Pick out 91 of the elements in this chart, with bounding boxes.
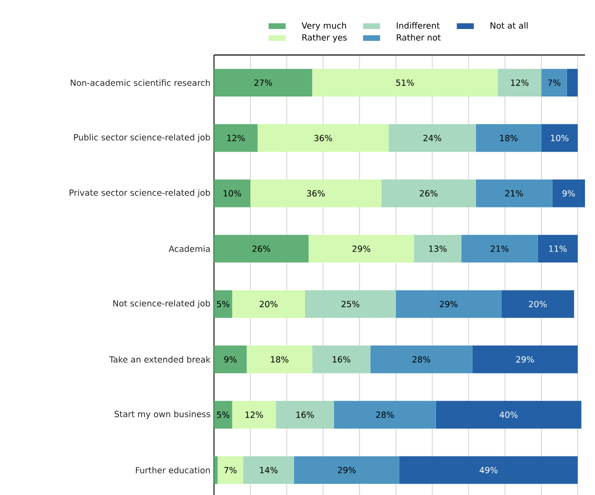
bar bbox=[214, 68, 312, 96]
legend-label: Indifferent bbox=[396, 22, 440, 29]
bar bbox=[396, 290, 502, 318]
data-label: 28% bbox=[376, 411, 394, 418]
legend-label: Rather yes bbox=[302, 34, 347, 42]
y-tick-label: Public sector science-related job bbox=[74, 134, 210, 142]
data-label: 29% bbox=[352, 245, 370, 252]
data-label: 20% bbox=[528, 300, 547, 308]
data-label: 25% bbox=[342, 300, 360, 308]
data-label: 7% bbox=[224, 466, 237, 474]
data-label: 29% bbox=[516, 356, 534, 362]
bar bbox=[538, 234, 578, 262]
bar bbox=[294, 456, 400, 484]
bar bbox=[400, 456, 578, 484]
bar bbox=[312, 345, 370, 374]
data-label: 29% bbox=[338, 466, 356, 474]
bar bbox=[472, 345, 578, 374]
data-label: 24% bbox=[423, 134, 442, 142]
bar bbox=[232, 400, 276, 428]
bar bbox=[476, 124, 542, 152]
legend-label: Not at all bbox=[490, 22, 528, 29]
data-label: 21% bbox=[490, 245, 508, 252]
bar bbox=[461, 234, 538, 262]
data-label: 36% bbox=[307, 190, 325, 196]
data-label: 51% bbox=[396, 79, 414, 86]
data-label: 12% bbox=[227, 134, 245, 142]
data-label: 26% bbox=[252, 245, 270, 252]
bar bbox=[250, 179, 382, 207]
bar bbox=[214, 179, 250, 207]
y-tick-label: Academia bbox=[168, 245, 210, 252]
bar bbox=[304, 290, 396, 318]
data-label: 16% bbox=[332, 356, 350, 362]
data-label: 13% bbox=[429, 245, 447, 252]
bar bbox=[476, 179, 552, 207]
data-label: 10% bbox=[551, 134, 568, 142]
bar bbox=[370, 345, 472, 374]
data-label: 40% bbox=[500, 411, 518, 418]
bar bbox=[276, 400, 334, 428]
bar bbox=[246, 345, 312, 374]
y-tick-label: Start my own business bbox=[114, 410, 210, 419]
data-label: 16% bbox=[296, 411, 314, 418]
bar bbox=[381, 179, 476, 207]
bar bbox=[312, 68, 498, 96]
data-label: 49% bbox=[480, 466, 498, 474]
data-label: 29% bbox=[440, 300, 458, 308]
y-tick-label: Not science-related job bbox=[113, 300, 210, 308]
data-label: 28% bbox=[412, 356, 430, 362]
bar bbox=[214, 234, 309, 262]
data-label: 11% bbox=[549, 245, 567, 252]
data-label: 27% bbox=[254, 79, 272, 86]
bar bbox=[388, 124, 476, 152]
data-label: 9% bbox=[562, 190, 575, 196]
bar bbox=[258, 124, 389, 152]
data-label: 21% bbox=[505, 190, 524, 196]
data-label: 12% bbox=[511, 79, 528, 86]
bar bbox=[566, 68, 578, 96]
bar bbox=[498, 68, 542, 96]
legend-label: Very much bbox=[302, 22, 346, 30]
data-label: 18% bbox=[271, 356, 288, 362]
data-label: 5% bbox=[217, 411, 230, 418]
bar bbox=[243, 456, 294, 484]
bar bbox=[552, 179, 585, 207]
y-tick-label: Private sector science-related job bbox=[70, 189, 210, 198]
data-label: 12% bbox=[246, 411, 263, 418]
data-label: 10% bbox=[224, 190, 242, 196]
data-label: 18% bbox=[500, 134, 518, 142]
data-label: 5% bbox=[217, 300, 230, 308]
bar bbox=[214, 456, 218, 484]
bar bbox=[308, 234, 414, 262]
bar bbox=[214, 345, 247, 374]
data-label: 36% bbox=[314, 134, 332, 142]
bar bbox=[214, 290, 232, 318]
bar bbox=[541, 124, 578, 152]
bar bbox=[414, 234, 462, 262]
data-label: 14% bbox=[260, 466, 278, 474]
bar bbox=[334, 400, 436, 428]
bar bbox=[436, 400, 582, 428]
data-label: 26% bbox=[420, 190, 438, 196]
bar bbox=[501, 290, 574, 318]
data-label: 7% bbox=[548, 79, 560, 86]
bar bbox=[218, 456, 244, 484]
bar bbox=[541, 68, 567, 96]
data-label: 9% bbox=[224, 356, 237, 362]
bar bbox=[232, 290, 305, 318]
y-tick-label: Take an extended break bbox=[109, 356, 210, 362]
y-tick-label: Further education bbox=[136, 466, 210, 474]
bar bbox=[214, 400, 232, 428]
y-tick-label: Non-academic scientific research bbox=[70, 79, 210, 86]
data-label: 20% bbox=[260, 300, 278, 308]
bar bbox=[214, 124, 258, 152]
legend-label: Rather not bbox=[396, 34, 441, 40]
